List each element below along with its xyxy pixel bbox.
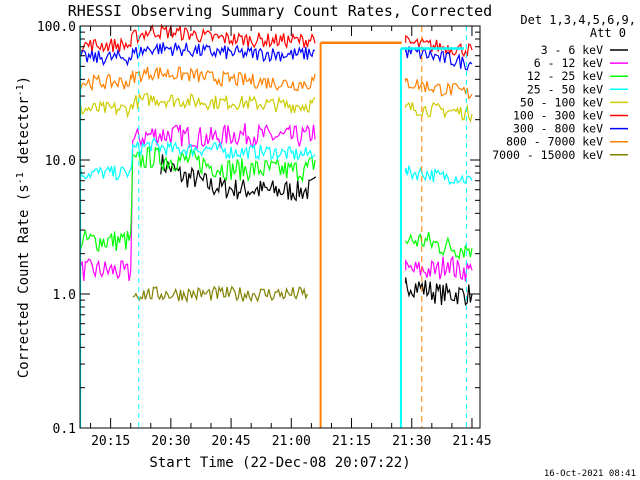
legend-label: 800 - 7000 keV	[506, 135, 603, 149]
series-6-12-kev	[79, 123, 473, 282]
y-axis-label: Corrected Count Rate (s-1 detector-1)	[15, 76, 32, 378]
series-7000-15000-kev	[132, 284, 308, 304]
y-axis-label-mid: detector	[16, 96, 32, 172]
legend-label: 12 - 25 keV	[527, 69, 603, 83]
series-layer	[79, 23, 473, 306]
x-tick-label: 21:30	[392, 434, 431, 449]
y-tick-label: 10.0	[45, 154, 76, 169]
legend-label: 300 - 800 keV	[513, 122, 603, 136]
legend-label: 3 - 6 keV	[541, 43, 603, 57]
footer-timestamp: 16-Oct-2021 08:41	[544, 469, 636, 479]
y-tick-label: 100.0	[37, 20, 76, 35]
series-300-800-kev	[79, 42, 473, 71]
legend-label: 50 - 100 keV	[520, 95, 603, 109]
y-tick-label: 1.0	[53, 288, 76, 303]
legend-label: 100 - 300 keV	[513, 109, 603, 123]
x-tick-label: 21:00	[272, 434, 311, 449]
x-tick-label: 21:15	[332, 434, 371, 449]
y-axis: 0.1 1.0 10.0 100.0	[37, 20, 480, 437]
series-25-50-kev	[79, 137, 473, 186]
series-800-7000-kev	[79, 66, 473, 100]
y-axis-label-end: )	[16, 76, 32, 84]
x-tick-label: 20:15	[91, 434, 130, 449]
legend-label: 6 - 12 keV	[534, 56, 603, 70]
legend-label: 7000 - 15000 keV	[492, 148, 603, 162]
y-axis-label-sup2: -1	[15, 84, 26, 96]
y-axis-label-main: Corrected Count Rate (s	[16, 184, 32, 378]
series-12-25-kev	[79, 146, 473, 260]
series-50-100-kev	[79, 92, 473, 123]
annotation-layer	[79, 26, 467, 428]
series-3-6-kev	[160, 154, 473, 306]
chart-title: RHESSI Observing Summary Count Rates, Co…	[68, 2, 492, 20]
series-100-300-kev	[79, 23, 473, 58]
legend-header-line1: Det 1,3,4,5,6,9,	[520, 13, 636, 27]
legend-header-line2: Att 0	[590, 26, 626, 40]
y-axis-label-sup1: -1	[15, 172, 26, 184]
x-axis: 20:15 20:30 20:45 21:00 21:15 21:30 21:45	[90, 26, 492, 449]
legend-label: 25 - 50 keV	[527, 82, 603, 96]
plot-frame	[79, 25, 481, 429]
x-tick-label: 20:45	[212, 434, 251, 449]
x-tick-label: 21:45	[452, 434, 491, 449]
x-tick-label: 20:30	[151, 434, 190, 449]
y-tick-label: 0.1	[53, 422, 76, 437]
x-axis-label: Start Time (22-Dec-08 20:07:22)	[149, 455, 410, 471]
